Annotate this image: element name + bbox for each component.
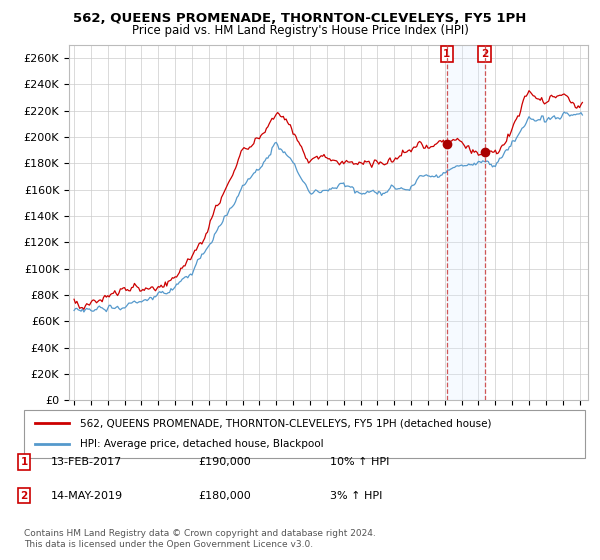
Text: 3% ↑ HPI: 3% ↑ HPI [330,491,382,501]
Text: Contains HM Land Registry data © Crown copyright and database right 2024.
This d: Contains HM Land Registry data © Crown c… [24,529,376,549]
Text: 10% ↑ HPI: 10% ↑ HPI [330,457,389,467]
Text: 2: 2 [20,491,28,501]
Text: Price paid vs. HM Land Registry's House Price Index (HPI): Price paid vs. HM Land Registry's House … [131,24,469,37]
Text: 2: 2 [481,49,488,59]
FancyBboxPatch shape [24,410,585,458]
Bar [447,45,485,400]
Text: 562, QUEENS PROMENADE, THORNTON-CLEVELEYS, FY5 1PH: 562, QUEENS PROMENADE, THORNTON-CLEVELEY… [73,12,527,25]
Text: 1: 1 [20,457,28,467]
Text: £190,000: £190,000 [198,457,251,467]
Text: 14-MAY-2019: 14-MAY-2019 [51,491,123,501]
Text: 562, QUEENS PROMENADE, THORNTON-CLEVELEYS, FY5 1PH (detached house): 562, QUEENS PROMENADE, THORNTON-CLEVELEY… [80,418,491,428]
Text: HPI: Average price, detached house, Blackpool: HPI: Average price, detached house, Blac… [80,439,324,449]
Text: 13-FEB-2017: 13-FEB-2017 [51,457,122,467]
Text: £180,000: £180,000 [198,491,251,501]
Text: 1: 1 [443,49,451,59]
